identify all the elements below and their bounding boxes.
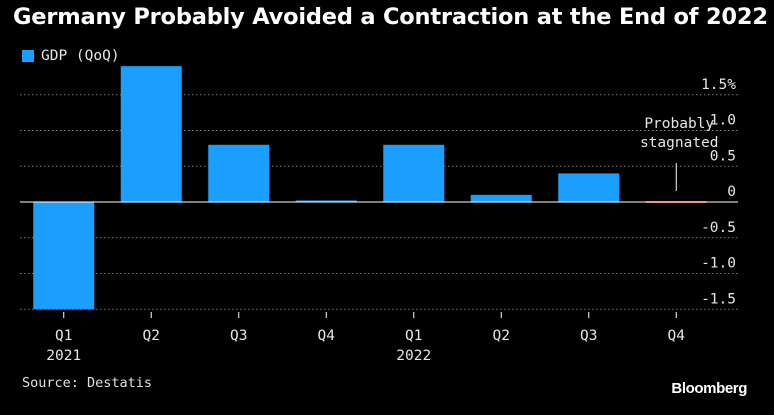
legend-label: GDP (QoQ) <box>41 48 120 64</box>
y-tick-label: 1.5% <box>701 77 736 93</box>
y-tick-label: 1.0 <box>710 113 736 129</box>
y-tick-label: -1.0 <box>701 256 736 272</box>
x-tick-label: Q2 <box>493 328 510 344</box>
x-year-label: 2021 <box>46 348 81 364</box>
bar <box>120 66 182 203</box>
bar <box>33 202 95 310</box>
legend-swatch <box>22 50 34 62</box>
x-tick-label: Q3 <box>230 328 247 344</box>
bar <box>558 173 620 202</box>
annotation-text: Probably <box>644 116 714 132</box>
bar <box>208 144 270 202</box>
y-tick-label: 0.5 <box>710 148 736 164</box>
bar <box>383 144 445 202</box>
legend: GDP (QoQ) <box>22 48 120 64</box>
annotation-text: stagnated <box>640 135 719 151</box>
x-tick-label: Q3 <box>580 328 597 344</box>
x-year-label: 2022 <box>396 348 431 364</box>
x-tick-label: Q4 <box>318 328 336 344</box>
chart-title: Germany Probably Avoided a Contraction a… <box>13 4 768 30</box>
bar <box>295 200 357 202</box>
bloomberg-logo: Bloomberg <box>671 380 747 397</box>
y-tick-label: -0.5 <box>701 220 736 236</box>
x-tick-label: Q1 <box>405 328 422 344</box>
x-tick-label: Q2 <box>143 328 160 344</box>
x-tick-label: Q4 <box>668 328 686 344</box>
x-tick-label: Q1 <box>55 328 72 344</box>
y-tick-label: -1.5 <box>701 291 736 307</box>
y-tick-label: 0 <box>727 184 736 200</box>
bar <box>470 194 532 202</box>
source-note: Source: Destatis <box>22 375 153 391</box>
